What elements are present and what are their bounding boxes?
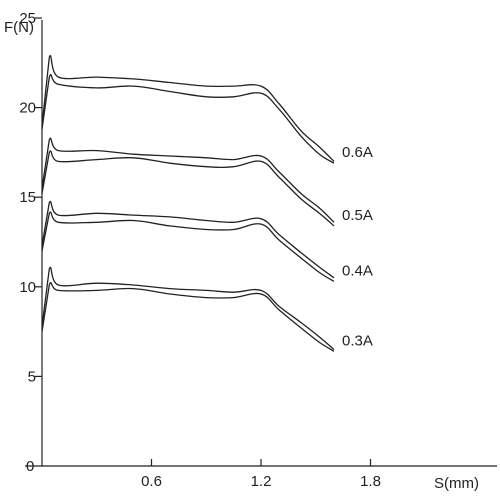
series-line-upper bbox=[41, 266, 335, 350]
curves: 0.6A 0.5A 0.4A 0.3A bbox=[41, 54, 373, 352]
series-0.5A: 0.5A bbox=[41, 137, 373, 227]
y-axis-label: F(N) bbox=[4, 19, 34, 36]
series-label: 0.5A bbox=[342, 207, 373, 224]
y-tick-label: 15 bbox=[19, 189, 36, 206]
series-line-lower bbox=[41, 150, 335, 227]
y-tick-label: 5 bbox=[28, 368, 36, 385]
series-label: 0.4A bbox=[342, 262, 373, 279]
series-line-upper bbox=[41, 54, 335, 162]
series-line-lower bbox=[41, 281, 335, 352]
y-tick-label: 10 bbox=[19, 279, 36, 296]
series-0.3A: 0.3A bbox=[41, 266, 373, 352]
series-line-lower bbox=[41, 211, 335, 282]
series-0.4A: 0.4A bbox=[41, 200, 373, 282]
ticks: 0.6 1.2 1.8 5 10 15 20 25 bbox=[19, 10, 381, 490]
y-tick-label: 20 bbox=[19, 100, 36, 117]
origin-tick-label: 0 bbox=[26, 458, 34, 475]
x-axis-label: S(mm) bbox=[434, 475, 479, 492]
series-line-lower bbox=[41, 73, 335, 164]
series-label: 0.6A bbox=[342, 144, 373, 161]
x-tick-label: 0.6 bbox=[141, 473, 162, 490]
axes bbox=[25, 20, 497, 467]
series-label: 0.3A bbox=[342, 332, 373, 349]
series-line-upper bbox=[41, 200, 335, 279]
labels: F(N) S(mm) 0 bbox=[4, 19, 479, 492]
x-tick-label: 1.2 bbox=[251, 473, 272, 490]
series-line-upper bbox=[41, 137, 335, 223]
series-0.6A: 0.6A bbox=[41, 54, 373, 164]
x-tick-label: 1.8 bbox=[360, 473, 381, 490]
y-tick-label: 25 bbox=[19, 10, 36, 27]
